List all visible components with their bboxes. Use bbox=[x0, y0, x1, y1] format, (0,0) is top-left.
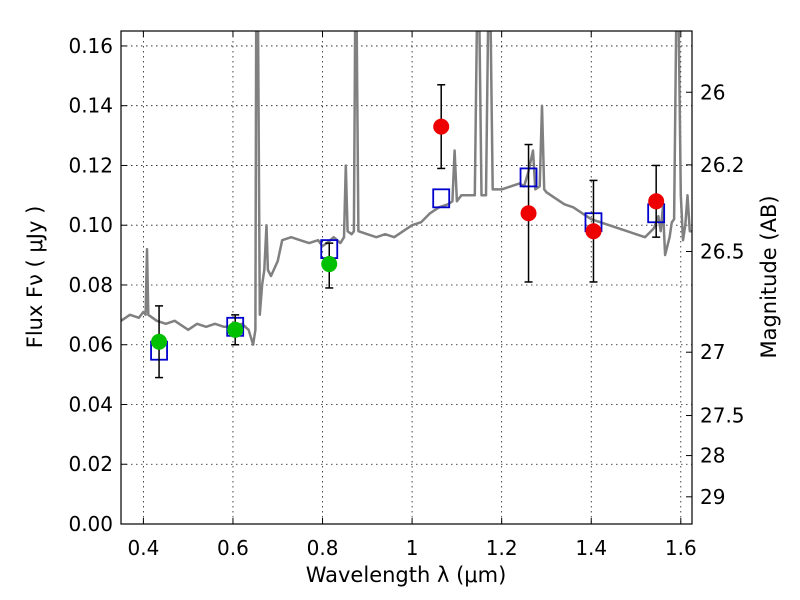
x-tick-label: 0.4 bbox=[127, 536, 159, 560]
observed-flux-point bbox=[227, 321, 244, 338]
grid bbox=[121, 31, 692, 525]
right-ticks: 26 26.2 26.5 27 27.5 28 29 bbox=[686, 80, 745, 509]
observed-flux-point bbox=[151, 333, 168, 350]
observed-flux-point bbox=[648, 193, 665, 210]
observed-flux-point bbox=[520, 205, 537, 222]
x-tick-label: 0.6 bbox=[217, 536, 249, 560]
observed-flux-point bbox=[433, 118, 450, 135]
y-tick-label: 0.10 bbox=[68, 213, 113, 237]
x-tick-label: 0.8 bbox=[307, 536, 339, 560]
x-axis-title: Wavelength λ (μm) bbox=[306, 563, 507, 587]
right-tick-label: 27 bbox=[700, 340, 725, 364]
right-tick-label: 29 bbox=[700, 485, 725, 509]
marker-layer bbox=[150, 84, 666, 379]
y-axis-title: Flux Fν ( μJy ) bbox=[23, 206, 47, 349]
right-tick-label: 26.2 bbox=[700, 153, 745, 177]
y-tick-label: 0.02 bbox=[68, 452, 113, 476]
y-tick-label: 0.08 bbox=[68, 273, 113, 297]
y-tick-label: 0.12 bbox=[68, 153, 113, 177]
observed-flux-point bbox=[321, 256, 338, 273]
y-tick-label: 0.00 bbox=[68, 512, 113, 536]
x-tick-label: 1.4 bbox=[575, 536, 607, 560]
right-tick-label: 26 bbox=[700, 80, 725, 104]
observed-flux-point bbox=[585, 223, 602, 240]
y-ticks: 0.00 0.02 0.04 0.06 0.08 0.10 0.12 0.14 0.16 bbox=[68, 34, 127, 536]
right-tick-label: 27.5 bbox=[700, 404, 745, 428]
spectrum-layer bbox=[121, 31, 692, 346]
y-tick-label: 0.06 bbox=[68, 333, 113, 357]
right-axis-title: Magnitude (AB) bbox=[757, 195, 781, 358]
model-spectrum-line bbox=[121, 31, 692, 346]
plot-frame bbox=[120, 30, 693, 525]
x-ticks: 0.4 0.6 0.8 1 1.2 1.4 1.6 bbox=[127, 31, 697, 560]
y-tick-label: 0.04 bbox=[68, 392, 113, 416]
x-tick-label: 1.2 bbox=[486, 536, 518, 560]
x-tick-label: 1 bbox=[406, 536, 419, 560]
right-tick-label: 28 bbox=[700, 444, 725, 468]
right-tick-label: 26.5 bbox=[700, 240, 745, 264]
y-tick-label: 0.16 bbox=[68, 34, 113, 58]
y-tick-label: 0.14 bbox=[68, 94, 113, 118]
model-photometry-square bbox=[432, 188, 451, 209]
x-tick-label: 1.6 bbox=[665, 536, 697, 560]
